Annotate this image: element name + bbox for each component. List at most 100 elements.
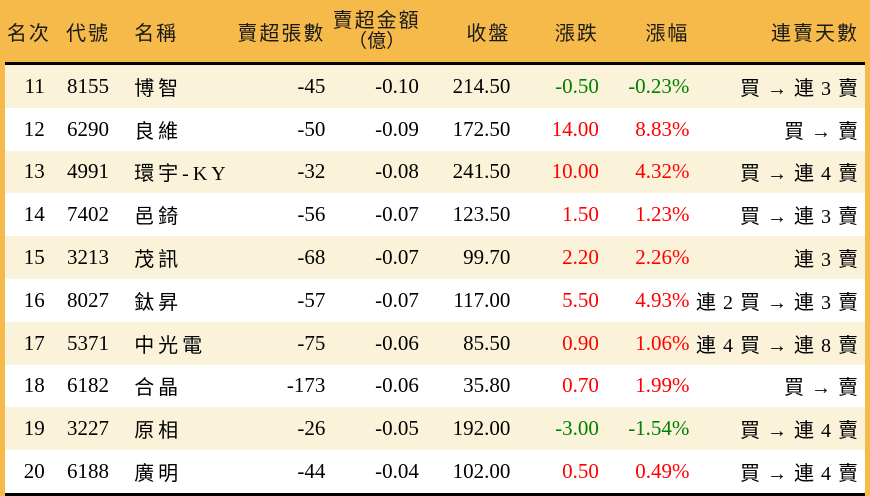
header-sell-amount-line1: 賣超金額 [332, 9, 421, 32]
header-sell-volume: 賣超張數 [233, 0, 330, 65]
cell-rank: 11 [0, 63, 53, 108]
cell-chg: 10.00 [514, 150, 605, 194]
cell-pct: 4.93% [604, 278, 696, 322]
cell-code: 6188 [52, 450, 124, 496]
cell-name: 中光電 [123, 321, 234, 365]
cell-vol: -50 [233, 107, 330, 151]
cell-name: 良維 [123, 107, 234, 151]
header-sell-amount-line2: （億） [348, 30, 406, 52]
cell-name: 博智 [123, 63, 234, 108]
cell-rank: 20 [0, 450, 53, 496]
header-rank: 名次 [0, 0, 53, 65]
cell-amt: -0.06 [329, 321, 424, 365]
cell-name: 合晶 [123, 364, 234, 408]
cell-close: 214.50 [423, 63, 515, 108]
cell-close: 172.50 [423, 107, 515, 151]
cell-rank: 12 [0, 107, 53, 151]
cell-code: 6290 [52, 107, 124, 151]
cell-pct: 1.06% [604, 321, 696, 365]
cell-pct: -0.23% [604, 63, 696, 108]
cell-rank: 14 [0, 193, 53, 237]
header-code: 代號 [52, 0, 124, 65]
cell-chg: 2.20 [514, 236, 605, 279]
header-row: 名次 代號 名稱 賣超張數 賣超金額 （億） 收盤 漲跌 漲幅 連賣天數 [0, 0, 870, 65]
table-body: 11 8155 博智 -45 -0.10 214.50 -0.50 -0.23% 買 → 連 3… [0, 63, 870, 496]
header-change-pct: 漲幅 [604, 0, 696, 65]
cell-name: 環宇-KY [123, 150, 234, 194]
table-row: 20 6188 廣明 -44 -0.04 102.00 0.50 0.49% 買 → 連 4 賣 [0, 450, 870, 496]
cell-rank: 13 [0, 150, 53, 194]
cell-vol: -26 [233, 407, 330, 451]
header-name: 名稱 [123, 0, 234, 65]
cell-pct: -1.54% [604, 407, 696, 451]
cell-close: 123.50 [423, 193, 515, 237]
header-sell-amount: 賣超金額 （億） [329, 0, 424, 65]
header-close: 收盤 [423, 0, 515, 65]
cell-name: 鈦昇 [123, 278, 234, 322]
cell-pct: 0.49% [604, 450, 696, 496]
cell-pct: 8.83% [604, 107, 696, 151]
header-change: 漲跌 [514, 0, 605, 65]
cell-streak: 買 → 賣 [695, 107, 870, 151]
cell-chg: 0.50 [514, 450, 605, 496]
cell-close: 117.00 [423, 278, 515, 322]
table-header: 名次 代號 名稱 賣超張數 賣超金額 （億） 收盤 漲跌 漲幅 連賣天數 [0, 0, 870, 65]
cell-amt: -0.10 [329, 63, 424, 108]
cell-vol: -45 [233, 63, 330, 108]
cell-amt: -0.07 [329, 193, 424, 237]
cell-vol: -32 [233, 150, 330, 194]
cell-chg: -3.00 [514, 407, 605, 451]
table-row: 13 4991 環宇-KY -32 -0.08 241.50 10.00 4.32% 買 → 連… [0, 150, 870, 194]
table-row: 19 3227 原相 -26 -0.05 192.00 -3.00 -1.54% 買 → 連 4… [0, 407, 870, 451]
cell-name: 邑錡 [123, 193, 234, 237]
cell-name: 原相 [123, 407, 234, 451]
cell-streak: 買 → 連 4 賣 [695, 150, 870, 194]
header-sell-streak: 連賣天數 [695, 0, 870, 65]
cell-code: 6182 [52, 364, 124, 408]
cell-vol: -57 [233, 278, 330, 322]
cell-streak: 買 → 賣 [695, 364, 870, 408]
cell-close: 102.00 [423, 450, 515, 496]
table-row: 11 8155 博智 -45 -0.10 214.50 -0.50 -0.23% 買 → 連 3… [0, 63, 870, 108]
cell-name: 茂訊 [123, 236, 234, 279]
cell-amt: -0.06 [329, 364, 424, 408]
cell-chg: 14.00 [514, 107, 605, 151]
cell-amt: -0.05 [329, 407, 424, 451]
cell-chg: 1.50 [514, 193, 605, 237]
cell-close: 85.50 [423, 321, 515, 365]
cell-streak: 買 → 連 3 賣 [695, 63, 870, 108]
cell-amt: -0.08 [329, 150, 424, 194]
cell-rank: 15 [0, 236, 53, 279]
cell-streak: 連 2 買 → 連 3 賣 [695, 278, 870, 322]
cell-chg: 0.70 [514, 364, 605, 408]
cell-streak: 買 → 連 4 賣 [695, 450, 870, 496]
cell-streak: 買 → 連 3 賣 [695, 193, 870, 237]
table-row: 16 8027 鈦昇 -57 -0.07 117.00 5.50 4.93% 連 2 買 → 連… [0, 278, 870, 322]
cell-close: 241.50 [423, 150, 515, 194]
cell-code: 8155 [52, 63, 124, 108]
cell-close: 192.00 [423, 407, 515, 451]
cell-amt: -0.04 [329, 450, 424, 496]
cell-vol: -75 [233, 321, 330, 365]
cell-amt: -0.07 [329, 278, 424, 322]
cell-pct: 4.32% [604, 150, 696, 194]
cell-vol: -56 [233, 193, 330, 237]
cell-code: 7402 [52, 193, 124, 237]
table-row: 17 5371 中光電 -75 -0.06 85.50 0.90 1.06% 連 4 買 → 連… [0, 321, 870, 365]
table-row: 15 3213 茂訊 -68 -0.07 99.70 2.20 2.26% 連 3 賣 [0, 236, 870, 279]
cell-rank: 19 [0, 407, 53, 451]
cell-chg: 5.50 [514, 278, 605, 322]
cell-rank: 17 [0, 321, 53, 365]
cell-close: 35.80 [423, 364, 515, 408]
cell-vol: -173 [233, 364, 330, 408]
cell-rank: 16 [0, 278, 53, 322]
cell-code: 5371 [52, 321, 124, 365]
table-row: 18 6182 合晶 -173 -0.06 35.80 0.70 1.99% 買 → 賣 [0, 364, 870, 408]
cell-streak: 買 → 連 4 賣 [695, 407, 870, 451]
cell-chg: 0.90 [514, 321, 605, 365]
table-row: 12 6290 良維 -50 -0.09 172.50 14.00 8.83% 買 → 賣 [0, 107, 870, 151]
cell-amt: -0.09 [329, 107, 424, 151]
cell-close: 99.70 [423, 236, 515, 279]
